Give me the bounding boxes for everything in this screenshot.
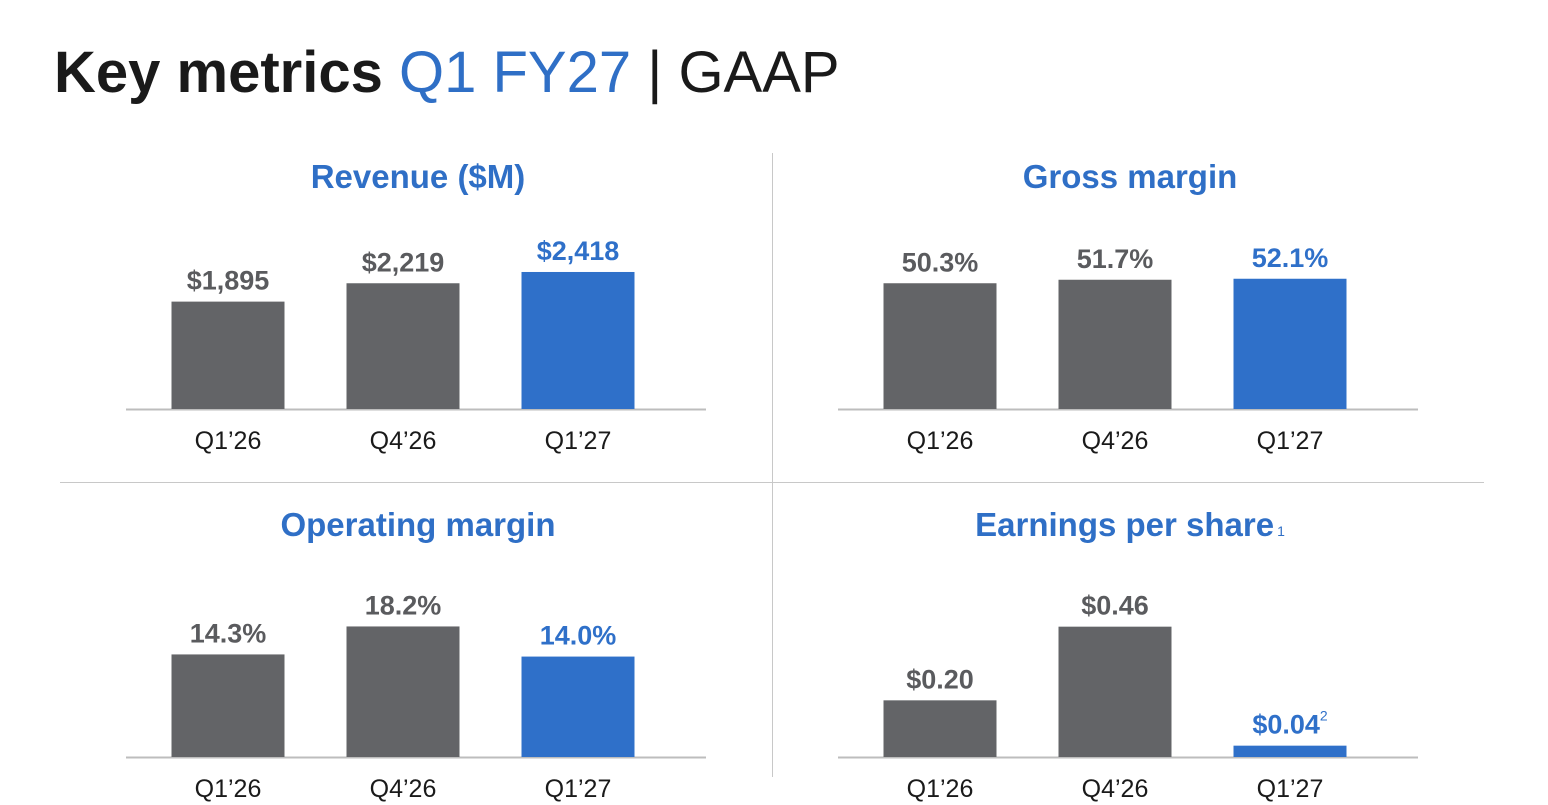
bar-2	[521, 656, 635, 757]
value-label-0: $0.20	[906, 664, 974, 694]
bar-0	[171, 654, 285, 757]
value-label-0: $1,895	[187, 266, 270, 296]
panel-title-text: Operating margin	[280, 506, 556, 543]
category-label-1: Q4’26	[1082, 775, 1149, 803]
category-label-1: Q4’26	[370, 427, 437, 455]
value-label-2: 52.1%	[1252, 243, 1329, 273]
value-label-2: 14.0%	[540, 621, 617, 651]
title-suffix: GAAP	[678, 40, 840, 105]
title-highlight: Q1 FY27	[398, 40, 632, 105]
bar-1	[1058, 279, 1172, 409]
value-label-1: 18.2%	[365, 590, 442, 620]
revenue-chart: $1,895 Q1’26 $2,219 Q4’26 $2,418 Q1’27	[126, 236, 706, 455]
title-separator: |	[647, 40, 663, 105]
revenue-panel: Revenue ($M) $1,895 Q1’26 $2,219 Q4’26 $2,41…	[88, 157, 748, 457]
value-label-1: $2,219	[362, 247, 445, 277]
category-label-2: Q1’27	[1257, 775, 1324, 803]
gross-margin-chart: 50.3% Q1’26 51.7% Q4’26 52.1% Q1’27	[838, 243, 1418, 455]
bar-1	[1058, 626, 1172, 757]
title-main: Key metrics	[54, 40, 383, 105]
panel-title-text: Gross margin	[1022, 158, 1238, 195]
bar-2	[1233, 278, 1347, 409]
bar-0	[883, 700, 997, 757]
panel-title: Earnings per share 1	[800, 505, 1460, 545]
eps-panel: Earnings per share 1 $0.20 Q1’26 $0.46 Q4’26…	[800, 505, 1460, 805]
bar-1	[346, 283, 460, 409]
category-label-0: Q1’26	[195, 775, 262, 803]
eps-chart: $0.20 Q1’26 $0.46 Q4’26 $0.042 Q1’27	[838, 591, 1418, 803]
bar-0	[171, 301, 285, 409]
horizontal-divider	[60, 482, 1484, 483]
operating-margin-panel: Operating margin 14.3% Q1’26 18.2% Q4’26 14.…	[88, 505, 748, 805]
bar-1	[346, 626, 460, 757]
category-label-2: Q1’27	[1257, 427, 1324, 455]
value-label-0: 14.3%	[190, 618, 267, 648]
bar-0	[883, 283, 997, 409]
category-label-2: Q1’27	[545, 775, 612, 803]
category-label-2: Q1’27	[545, 427, 612, 455]
category-label-0: Q1’26	[907, 427, 974, 455]
operating-margin-chart: 14.3% Q1’26 18.2% Q4’26 14.0% Q1’27	[126, 590, 706, 803]
category-label-1: Q4’26	[1082, 427, 1149, 455]
vertical-divider	[772, 153, 773, 777]
footnote-marker: 1	[1277, 523, 1285, 539]
gross-margin-panel: Gross margin 50.3% Q1’26 51.7% Q4’26 52.1% Q1…	[800, 157, 1460, 457]
category-label-0: Q1’26	[195, 427, 262, 455]
category-label-0: Q1’26	[907, 775, 974, 803]
panel-title-text: Earnings per share	[975, 506, 1275, 543]
panel-title: Gross margin	[800, 157, 1460, 197]
panel-title: Operating margin	[88, 505, 748, 545]
value-label-1: 51.7%	[1077, 244, 1154, 274]
value-label-2: $2,418	[537, 236, 620, 266]
bar-2	[1233, 745, 1347, 757]
panel-title-text: Revenue ($M)	[310, 158, 526, 195]
value-label-1: $0.46	[1081, 591, 1149, 621]
category-label-1: Q4’26	[370, 775, 437, 803]
panel-title: Revenue ($M)	[88, 157, 748, 197]
bar-2	[521, 271, 635, 409]
page-title: Key metrics Q1 FY27 | GAAP	[54, 38, 840, 108]
value-label-2: $0.042	[1252, 708, 1328, 740]
value-label-0: 50.3%	[902, 247, 979, 277]
